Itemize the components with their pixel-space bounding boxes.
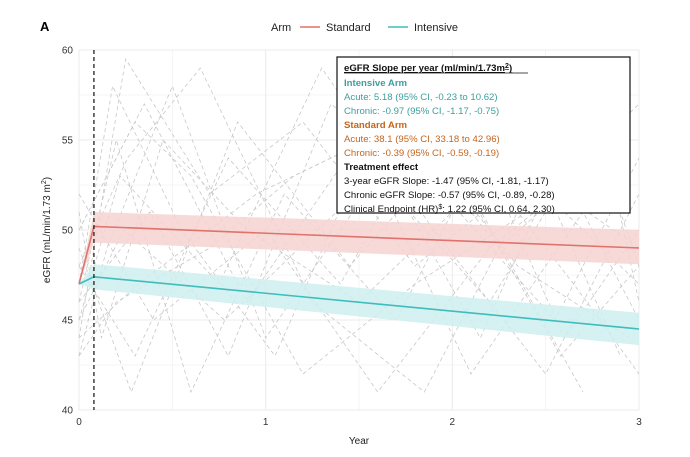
y-tick-label: 40 bbox=[62, 406, 74, 417]
y-tick-label: 45 bbox=[62, 316, 74, 327]
legend-title: Arm bbox=[271, 22, 291, 34]
x-axis-ticks: 0 1 2 3 bbox=[76, 417, 642, 428]
confidence-bands bbox=[79, 212, 639, 346]
intensive-heading: Intensive Arm bbox=[344, 78, 407, 89]
x-axis-title: Year bbox=[349, 436, 370, 447]
x-tick-label: 3 bbox=[636, 417, 642, 428]
trajectory-line bbox=[78, 121, 630, 357]
x-tick-label: 2 bbox=[450, 417, 456, 428]
standard-heading: Standard Arm bbox=[344, 120, 407, 131]
intensive-chronic: Chronic: -0.97 (95% CI, -1.17, -0.75) bbox=[344, 106, 499, 117]
effect-clinical-endpoint: Clinical Endpoint (HR)$: 1.22 (95% CI, 0… bbox=[344, 204, 555, 215]
ci-band-intensive bbox=[79, 264, 639, 346]
panel-label: A bbox=[40, 19, 50, 34]
effect-chronic-slope: Chronic eGFR Slope: -0.57 (95% CI, -0.89… bbox=[344, 190, 555, 201]
standard-chronic: Chronic: -0.39 (95% CI, -0.59, -0.19) bbox=[344, 148, 499, 159]
x-tick-label: 1 bbox=[263, 417, 269, 428]
slope-annotation-box: eGFR Slope per year (ml/min/1.73m2) Inte… bbox=[336, 56, 631, 215]
annotation-frame bbox=[336, 56, 631, 214]
x-tick-label: 0 bbox=[76, 417, 82, 428]
effect-3yr-slope: 3-year eGFR Slope: -1.47 (95% CI, -1.81,… bbox=[344, 176, 549, 187]
legend: Arm Standard Intensive bbox=[271, 22, 458, 34]
legend-intensive-label: Intensive bbox=[414, 22, 458, 34]
annotation-title: eGFR Slope per year (ml/min/1.73m2) bbox=[344, 63, 512, 74]
treatment-heading: Treatment effect bbox=[344, 162, 419, 173]
y-axis-ticks: 40 45 50 55 60 bbox=[62, 46, 74, 417]
y-tick-label: 60 bbox=[62, 46, 74, 57]
y-axis-title: eGFR (mL/min/1.73 m2) bbox=[41, 177, 53, 283]
ci-band-standard bbox=[79, 212, 639, 284]
standard-acute: Acute: 38.1 (95% CI, 33.18 to 42.96) bbox=[344, 134, 500, 145]
legend-standard-label: Standard bbox=[326, 22, 371, 34]
y-tick-label: 50 bbox=[62, 226, 74, 237]
trajectory-line bbox=[78, 67, 640, 375]
y-tick-label: 55 bbox=[62, 136, 74, 147]
intensive-acute: Acute: 5.18 (95% CI, -0.23 to 10.62) bbox=[344, 92, 498, 103]
